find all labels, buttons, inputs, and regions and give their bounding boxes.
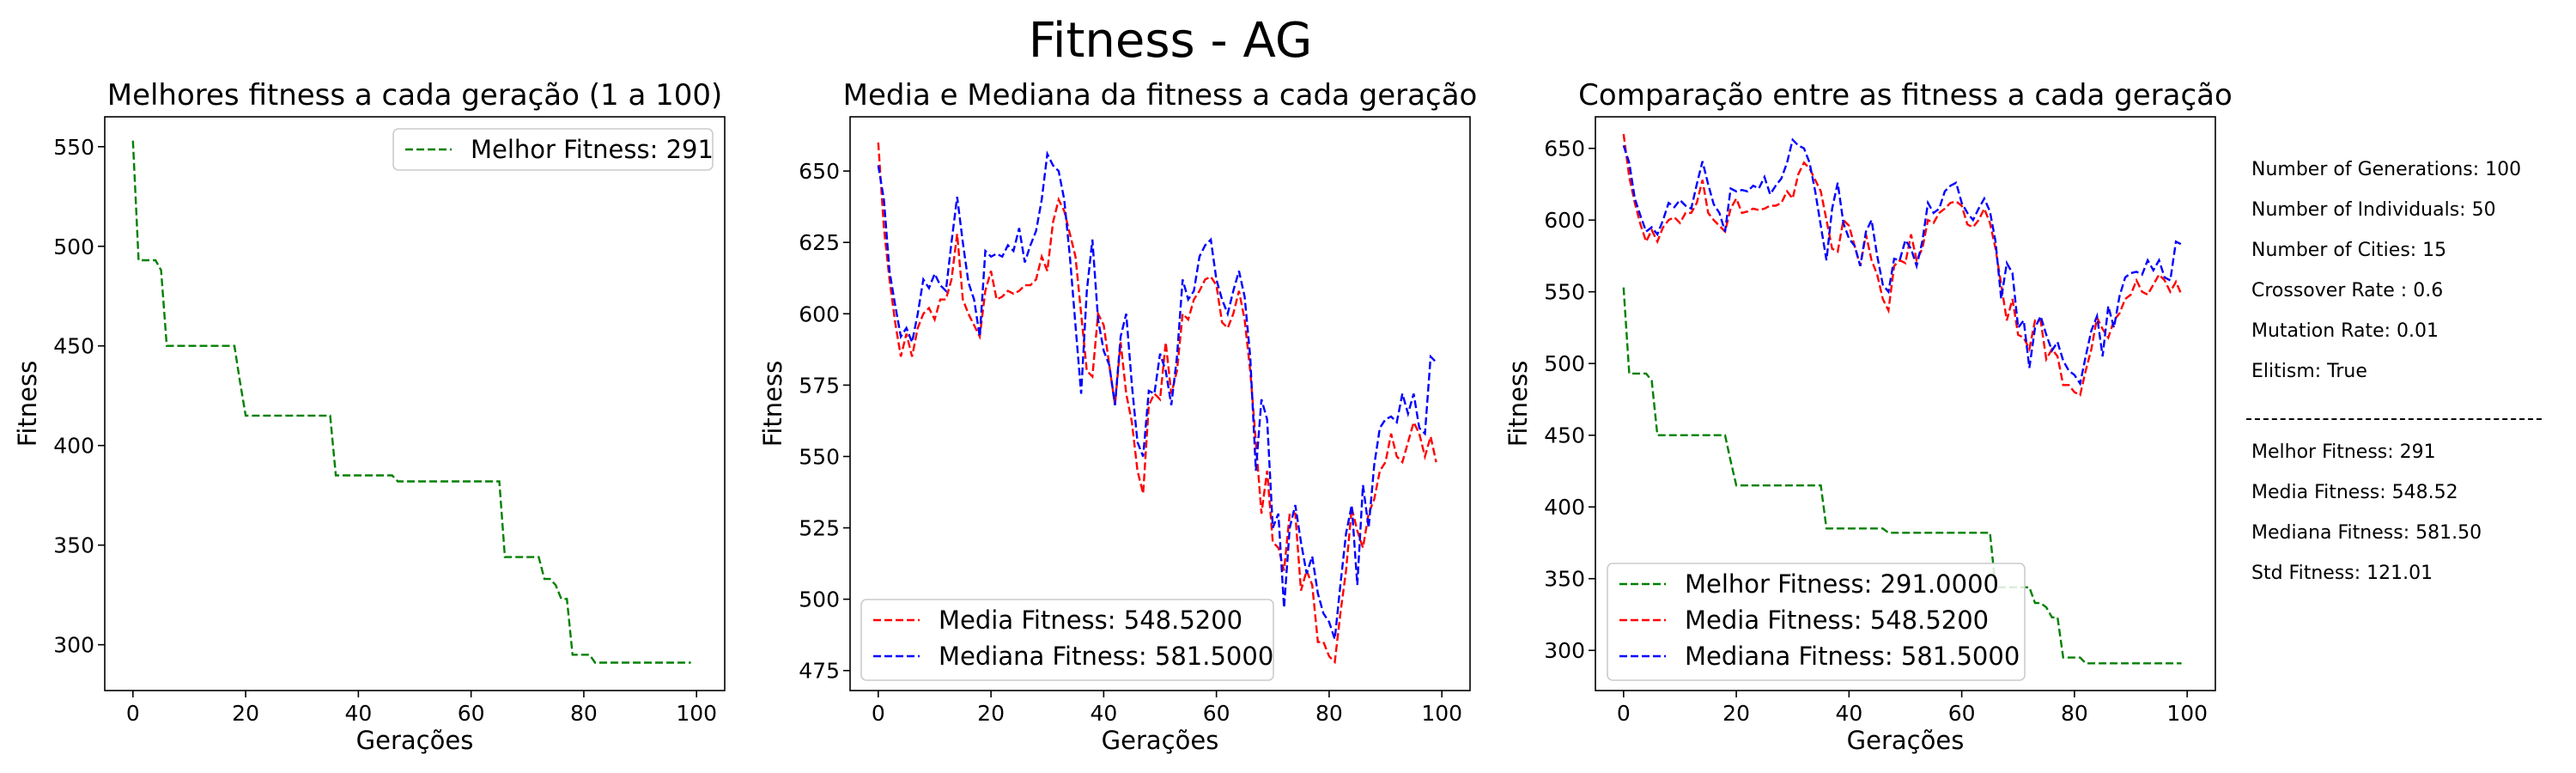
- y-tick-label: 450: [53, 334, 94, 359]
- y-tick-label: 650: [799, 159, 840, 184]
- y-tick-label: 600: [1544, 208, 1585, 233]
- y-tick-label: 550: [53, 135, 94, 160]
- x-tick-label: 40: [344, 701, 372, 726]
- param-mutation: Mutation Rate: 0.01: [2251, 320, 2439, 342]
- series-line-mediana: [877, 150, 1437, 640]
- series-line-best: [1622, 287, 2182, 665]
- y-axis-label: Fitness: [13, 361, 42, 447]
- axes-frame: [1595, 116, 2216, 691]
- y-tick-label: 550: [799, 444, 840, 469]
- series-line-media: [1622, 133, 2183, 397]
- param-generations: Number of Generations: 100: [2251, 159, 2522, 180]
- y-axis-label: Fitness: [758, 361, 787, 447]
- chart-title: Comparação entre as fitness a cada geraç…: [1578, 78, 2233, 113]
- axes-frame: [104, 116, 726, 691]
- legend-box: [392, 128, 714, 171]
- y-tick-label: 300: [1544, 638, 1585, 663]
- x-tick-label: 80: [1315, 701, 1343, 726]
- param-individuals: Number of Individuals: 50: [2251, 199, 2496, 221]
- result-best: Melhor Fitness: 291: [2251, 441, 2436, 463]
- y-axis-label: Fitness: [1504, 361, 1533, 447]
- x-tick-label: 80: [2061, 701, 2088, 726]
- y-tick-label: 400: [53, 434, 94, 459]
- x-tick-label: 80: [570, 701, 598, 726]
- param-elitism: Elitism: True: [2251, 361, 2367, 382]
- x-tick-label: 60: [1948, 701, 1976, 726]
- param-cities: Number of Cities: 15: [2251, 240, 2447, 261]
- legend-label-best: Melhor Fitness: 291.0000: [1685, 569, 1999, 599]
- y-tick-label: 625: [799, 230, 840, 255]
- y-tick-label: 350: [1544, 567, 1585, 592]
- y-tick-label: 550: [1544, 280, 1585, 305]
- x-tick-label: 0: [126, 701, 140, 726]
- x-tick-label: 0: [1617, 701, 1631, 726]
- x-tick-label: 0: [872, 701, 885, 726]
- legend-box: [1607, 563, 2026, 681]
- x-axis-label: Gerações: [1102, 726, 1219, 755]
- stats-separator: [2246, 418, 2542, 420]
- comparison-chart: Comparação entre as fitness a cada geraç…: [1504, 78, 2233, 755]
- legend-label-best: Melhor Fitness: 291: [471, 135, 714, 164]
- result-mean: Media Fitness: 548.52: [2251, 482, 2458, 503]
- x-axis-label: Gerações: [1847, 726, 1965, 755]
- y-tick-label: 525: [799, 516, 840, 541]
- x-tick-label: 20: [232, 701, 259, 726]
- x-tick-label: 100: [2166, 701, 2208, 726]
- legend-label-media: Media Fitness: 548.5200: [1685, 606, 1989, 635]
- y-tick-label: 400: [1544, 495, 1585, 520]
- y-tick-label: 650: [1544, 137, 1585, 161]
- y-tick-label: 500: [799, 587, 840, 612]
- y-tick-label: 300: [53, 633, 94, 658]
- legend-label-mediana: Mediana Fitness: 581.5000: [939, 642, 1273, 671]
- x-axis-label: Gerações: [356, 726, 474, 755]
- figure-suptitle: Fitness - AG: [1029, 13, 1312, 69]
- y-tick-label: 500: [1544, 351, 1585, 376]
- y-tick-label: 500: [53, 234, 94, 259]
- axes-frame: [849, 116, 1471, 691]
- y-tick-label: 600: [799, 301, 840, 326]
- x-tick-label: 100: [1421, 701, 1462, 726]
- y-tick-label: 450: [1544, 423, 1585, 448]
- y-tick-label: 475: [799, 659, 840, 684]
- x-tick-label: 20: [1722, 701, 1750, 726]
- plot-area: [877, 142, 1437, 665]
- series-line-best: [131, 140, 691, 664]
- x-tick-label: 20: [977, 701, 1005, 726]
- y-tick-label: 575: [799, 373, 840, 398]
- mean-median-chart: Media e Mediana da fitness a cada geraçã…: [758, 78, 1477, 755]
- result-median: Mediana Fitness: 581.50: [2251, 522, 2482, 544]
- legend-label-media: Media Fitness: 548.5200: [939, 606, 1242, 635]
- best-fitness-chart: Melhores fitness a cada geração (1 a 100…: [13, 78, 726, 755]
- x-tick-label: 60: [458, 701, 485, 726]
- param-crossover: Crossover Rate : 0.6: [2251, 280, 2444, 301]
- result-std: Std Fitness: 121.01: [2251, 563, 2433, 584]
- y-tick-label: 350: [53, 533, 94, 558]
- series-line-media: [877, 142, 1437, 665]
- x-tick-label: 40: [1090, 701, 1117, 726]
- plot-area: [131, 140, 691, 664]
- x-tick-label: 60: [1203, 701, 1230, 726]
- legend-label-mediana: Mediana Fitness: 581.5000: [1685, 642, 2020, 671]
- chart-title: Melhores fitness a cada geração (1 a 100…: [107, 78, 723, 113]
- x-tick-label: 100: [676, 701, 717, 726]
- legend-box: [860, 599, 1274, 681]
- plot-area: [1622, 133, 2183, 665]
- x-tick-label: 40: [1835, 701, 1862, 726]
- chart-title: Media e Mediana da fitness a cada geraçã…: [843, 78, 1478, 113]
